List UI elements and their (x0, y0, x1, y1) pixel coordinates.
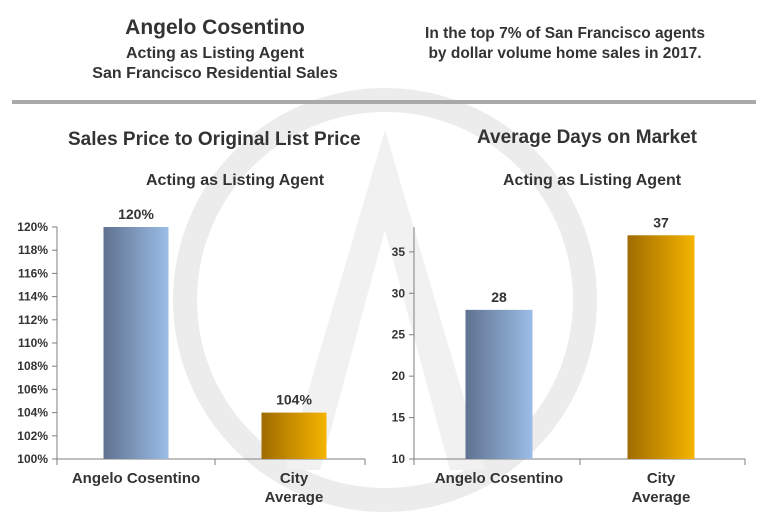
category-label: Angelo Cosentino (72, 470, 200, 487)
data-label: 37 (653, 214, 669, 230)
category-label: Average (632, 489, 691, 506)
chart-1-title: Sales Price to Original List Price (68, 129, 361, 150)
y-tick-label: 30 (392, 286, 406, 300)
y-tick-label: 25 (392, 328, 406, 342)
agent-role: Acting as Listing Agent (125, 45, 305, 62)
chart-2-title: Average Days on Market (477, 127, 698, 148)
data-label: 104% (276, 392, 312, 408)
ranking-statement: In the top 7% of San Francisco agents by… (425, 25, 705, 62)
bar-city-average (627, 235, 695, 459)
category-label: Average (265, 489, 324, 506)
category-label: Angelo Cosentino (435, 470, 563, 487)
y-tick-label: 20 (392, 369, 406, 383)
category-label: City (647, 470, 676, 487)
data-label: 28 (491, 289, 507, 305)
y-tick-label: 106% (17, 382, 48, 396)
y-tick-label: 108% (17, 359, 48, 373)
y-tick-label: 10 (392, 452, 406, 466)
bar-city-average (261, 412, 327, 459)
y-tick-label: 110% (18, 336, 48, 350)
chart-2-subtitle: Acting as Listing Agent (503, 172, 682, 189)
y-tick-label: 112% (18, 313, 48, 327)
data-label: 120% (118, 206, 154, 222)
y-tick-label: 35 (392, 245, 406, 259)
y-tick-label: 104% (17, 406, 48, 420)
y-tick-label: 100% (17, 452, 48, 466)
bar-agent (465, 309, 533, 459)
y-tick-label: 116% (18, 266, 48, 280)
agent-name: Angelo Cosentino (125, 16, 305, 39)
y-tick-label: 102% (17, 429, 48, 443)
category-label: City (280, 470, 309, 487)
chart-1-subtitle: Acting as Listing Agent (146, 172, 325, 189)
y-tick-label: 118% (18, 243, 48, 257)
agent-market: San Francisco Residential Sales (92, 65, 338, 82)
y-tick-label: 120% (17, 220, 48, 234)
bar-agent (103, 227, 169, 459)
y-tick-label: 114% (18, 290, 48, 304)
header-divider (12, 100, 756, 104)
y-tick-label: 15 (392, 411, 406, 425)
